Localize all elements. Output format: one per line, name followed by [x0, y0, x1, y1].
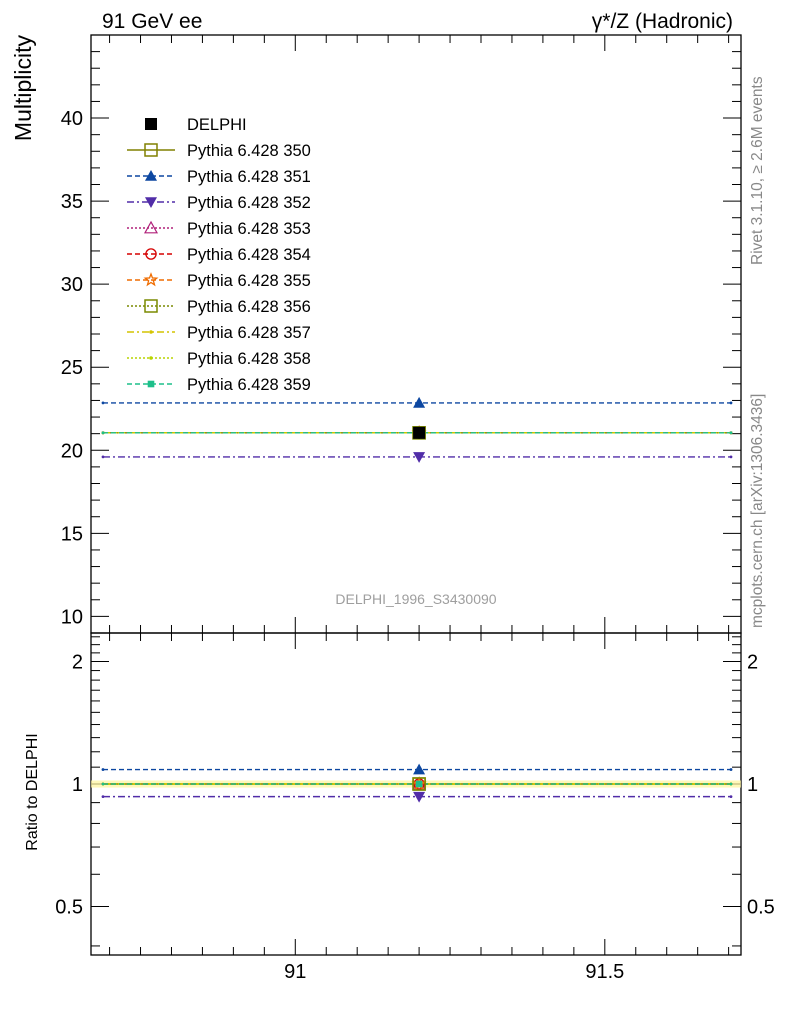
main-panel: 10 15 20 25 30 35 40: [61, 34, 742, 634]
ratio-y-tick-label: 2: [72, 652, 83, 674]
ratio-data: [91, 763, 741, 803]
x-tick-label: 91: [284, 961, 306, 983]
legend-entry-pythia-6.428-350: Pythia 6.428 350: [127, 142, 311, 160]
main-y-tick-label: 30: [61, 274, 83, 296]
legend-entry-pythia-6.428-357: Pythia 6.428 357: [127, 324, 311, 342]
main-data: [101, 396, 733, 463]
legend-label: Pythia 6.428 352: [187, 194, 311, 212]
legend-label: DELPHI: [187, 116, 247, 134]
legend-label: Pythia 6.428 355: [187, 272, 311, 290]
legend-entry-pythia-6.428-354: Pythia 6.428 354: [127, 246, 311, 264]
legend-marker: [145, 197, 157, 208]
ratio-ylabel: Ratio to DELPHI: [24, 733, 41, 850]
legend-entry-pythia-6.428-358: Pythia 6.428 358: [127, 350, 311, 368]
ratio-y-tick-label-right: 1: [747, 774, 758, 796]
main-y-tick-label: 15: [61, 523, 83, 545]
legend-marker: [147, 380, 155, 388]
main-y-tick-label: 20: [61, 440, 83, 462]
main-y-tick-label: 40: [61, 108, 83, 130]
legend-label: Pythia 6.428 357: [187, 324, 311, 342]
legend-entry-pythia-6.428-353: Pythia 6.428 353: [127, 220, 311, 238]
legend-entry-pythia-6.428-356: Pythia 6.428 356: [127, 298, 311, 316]
point-pythia-6.428-352: [413, 452, 426, 463]
ratio-end-dot: [729, 782, 733, 786]
legend-marker: [145, 170, 157, 181]
series-end-dot: [101, 401, 105, 405]
main-y-tick-label: 35: [61, 191, 83, 213]
ratio-end-dot: [729, 768, 733, 771]
x-tick-label: 91.5: [585, 961, 624, 983]
main-y-tick-label: 25: [61, 357, 83, 379]
ratio-y-tick-label: 1: [72, 774, 83, 796]
series-end-dot: [101, 455, 105, 459]
legend-marker: [145, 248, 157, 260]
ratio-panel: 91 91.5 0.5 0.5 1 1 2 2: [55, 632, 775, 983]
legend-label: Pythia 6.428 356: [187, 298, 311, 316]
legend-marker: [143, 272, 159, 287]
legend-marker: [144, 143, 158, 157]
ratio-y-tick-label: 0.5: [55, 896, 83, 918]
ratio-end-dot: [101, 782, 105, 786]
legend-entry-pythia-6.428-359: Pythia 6.428 359: [127, 376, 311, 394]
main-y-tick-label: 10: [61, 606, 83, 628]
legend-label: Pythia 6.428 358: [187, 350, 311, 368]
legend-label: Pythia 6.428 354: [187, 246, 311, 264]
point-pythia-6.428-351: [413, 396, 426, 408]
ratio-y-tick-label-right: 0.5: [747, 896, 775, 918]
legend-label: Pythia 6.428 350: [187, 142, 311, 160]
ratio-frame: [90, 632, 742, 956]
legend-entry-pythia-6.428-352: Pythia 6.428 352: [127, 194, 311, 212]
series-end-dot: [729, 401, 733, 405]
ratio-y-tick-label-right: 2: [747, 652, 758, 674]
ratio-point-pythia-6.428-359: [415, 780, 423, 788]
ratio-end-dot: [101, 795, 105, 799]
ratio-point-pythia-6.428-356: [412, 777, 426, 791]
legend-entry-pythia-6.428-355: Pythia 6.428 355: [127, 272, 311, 290]
ratio-point-pythia-6.428-352: [413, 791, 426, 803]
legend-entry-delphi: DELPHI: [145, 116, 247, 134]
legend-marker: [145, 118, 157, 130]
rivet-label: Rivet 3.1.10, ≥ 2.6M events: [749, 76, 766, 265]
legend-marker: [149, 330, 153, 334]
analysis-label: DELPHI_1996_S3430090: [335, 591, 496, 607]
legend-entry-pythia-6.428-351: Pythia 6.428 351: [127, 168, 311, 186]
ratio-point-pythia-6.428-351: [413, 763, 426, 775]
legend: DELPHI Pythia 6.428 350 Pythia 6.428 351 Py…: [127, 116, 311, 394]
series-end-dot: [729, 455, 733, 459]
main-ylabel: Multiplicity: [10, 35, 36, 142]
series-end-dot: [101, 431, 105, 435]
legend-marker: [144, 299, 158, 313]
legend-marker: [143, 220, 159, 234]
ratio-end-dot: [729, 795, 733, 799]
legend-label: Pythia 6.428 359: [187, 376, 311, 394]
header-right-title: γ*/Z (Hadronic): [592, 10, 733, 33]
mcplots-label: mcplots.cern.ch [arXiv:1306.3436]: [749, 394, 766, 628]
legend-label: Pythia 6.428 353: [187, 220, 311, 238]
legend-marker: [149, 356, 153, 360]
header-left-title: 91 GeV ee: [102, 10, 202, 33]
ratio-end-dot: [101, 768, 105, 771]
legend-label: Pythia 6.428 351: [187, 168, 311, 186]
series-end-dot: [729, 431, 733, 435]
